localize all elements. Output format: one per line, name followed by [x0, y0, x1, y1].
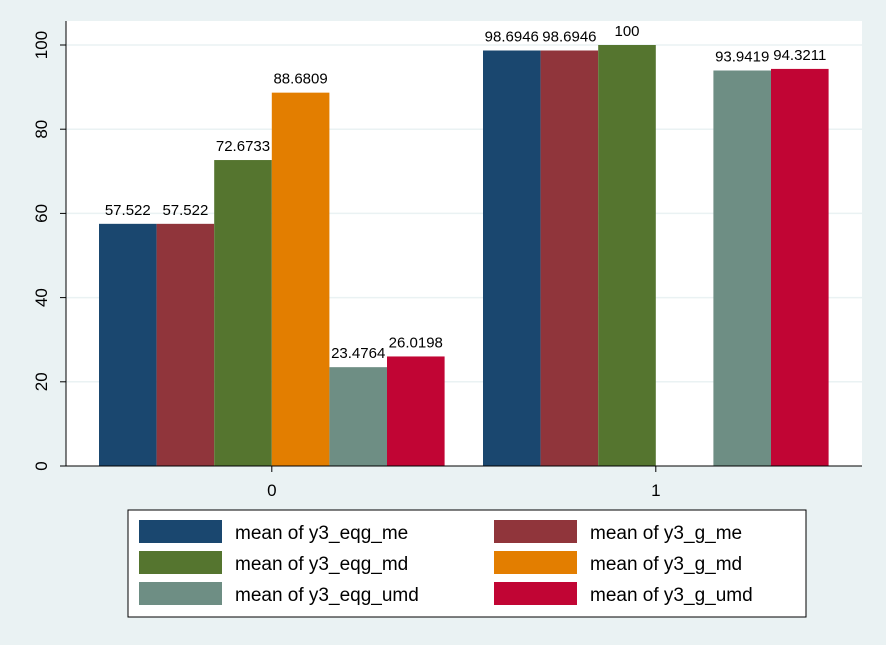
data-label: 100 — [614, 23, 639, 40]
bar — [771, 68, 829, 466]
legend-swatch — [494, 582, 577, 605]
data-label: 94.3211 — [773, 47, 826, 64]
legend-label: mean of y3_eqg_md — [235, 554, 408, 575]
legend-label: mean of y3_g_md — [590, 554, 742, 575]
y-tick-label: 100 — [32, 31, 51, 59]
legend-swatch — [494, 520, 577, 543]
legend-label: mean of y3_eqg_umd — [235, 585, 419, 606]
bar — [214, 160, 272, 466]
bar — [540, 50, 599, 467]
legend-label: mean of y3_g_umd — [590, 585, 753, 606]
legend-swatch — [139, 582, 222, 605]
bar — [713, 70, 771, 466]
data-label: 23.4764 — [331, 345, 385, 362]
x-tick-label: 1 — [651, 481, 660, 500]
y-ticks: 0 20 40 60 80 100 — [32, 31, 66, 471]
legend-swatch — [139, 520, 222, 543]
bar — [99, 223, 157, 466]
y-tick-label: 40 — [32, 288, 51, 307]
data-label: 93.9419 — [715, 49, 769, 66]
data-label: 26.0198 — [389, 334, 443, 351]
legend-swatch — [139, 551, 222, 574]
y-tick-label: 60 — [32, 204, 51, 223]
data-labels: 57.522 98.6946 57.522 98.6946 72.6733 100 88.6… — [105, 23, 826, 362]
y-tick-label: 0 — [32, 461, 51, 470]
data-label: 72.6733 — [216, 138, 270, 155]
bar — [329, 367, 387, 466]
data-label: 98.6946 — [542, 28, 596, 45]
bar — [156, 223, 215, 466]
y-tick-label: 80 — [32, 120, 51, 139]
legend-swatch — [494, 551, 577, 574]
bar — [387, 356, 445, 466]
data-label: 57.522 — [105, 202, 151, 219]
legend-box — [127, 509, 807, 618]
legend-label: mean of y3_g_me — [590, 523, 742, 544]
data-label: 98.6946 — [485, 28, 539, 45]
y-tick-label: 20 — [32, 372, 51, 391]
data-label: 88.6809 — [273, 71, 327, 88]
data-label: 57.522 — [162, 202, 208, 219]
x-tick-label: 0 — [267, 481, 276, 500]
legend-label: mean of y3_eqg_me — [235, 523, 408, 544]
bar — [598, 45, 656, 466]
bars — [99, 45, 829, 467]
bar — [483, 50, 541, 467]
bar — [271, 92, 330, 466]
